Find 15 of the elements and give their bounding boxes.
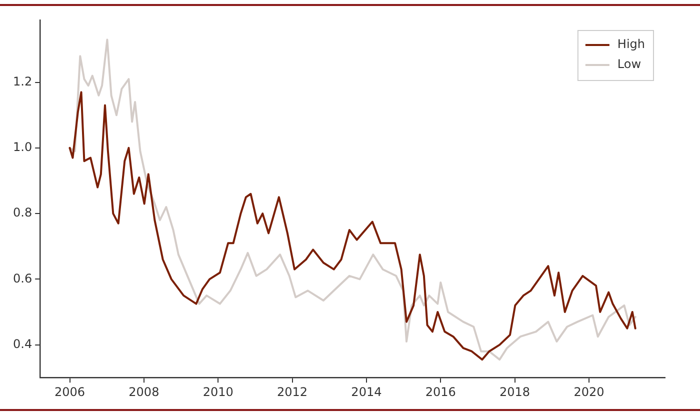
x-tick-label: 2020 (574, 384, 604, 399)
y-tick-label: 1.2 (12, 74, 32, 88)
x-tick-label: 2016 (425, 384, 456, 399)
x-tick-label: 2014 (351, 384, 382, 399)
x-tick-label: 2008 (128, 384, 160, 399)
x-tick-label: 2010 (202, 384, 234, 399)
y-tick-label: 0.6 (12, 271, 32, 286)
x-tick-label: 2006 (54, 384, 86, 399)
legend-label: High (617, 37, 646, 52)
y-tick-label: 1.0 (12, 140, 32, 154)
legend-label: Low (617, 57, 642, 72)
y-tick-label: 0.8 (12, 206, 32, 220)
x-tick-label: 2018 (500, 384, 530, 399)
y-tick-label: 0.4 (12, 336, 32, 351)
x-tick-label: 2012 (277, 384, 308, 399)
